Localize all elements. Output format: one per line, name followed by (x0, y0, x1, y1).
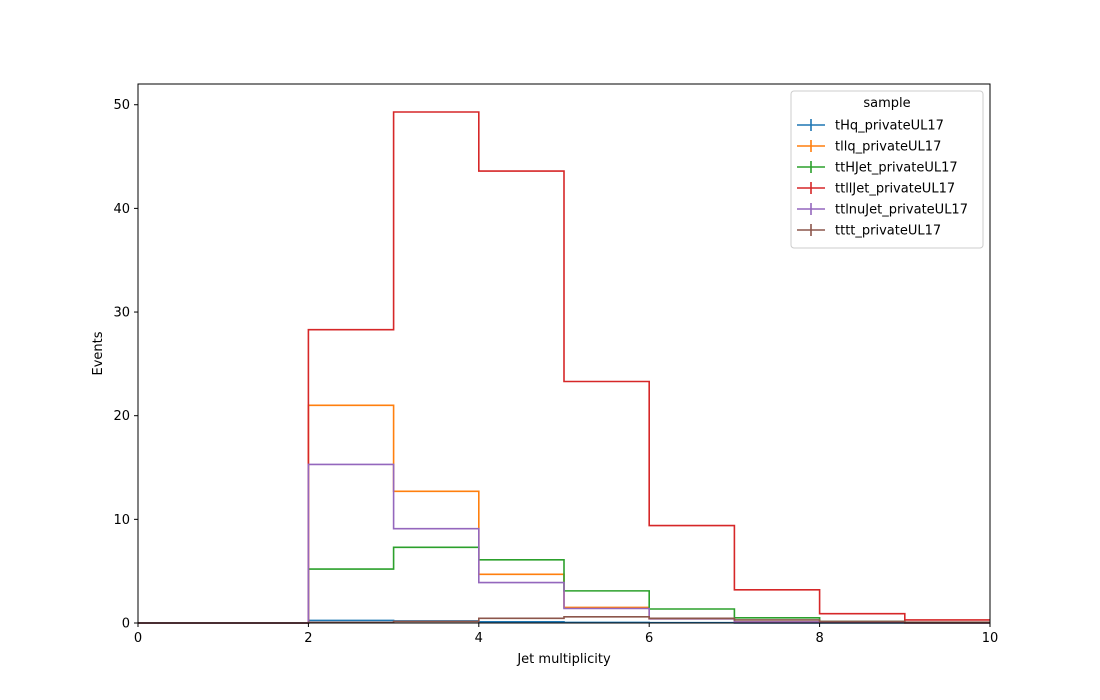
y-tick-label: 20 (113, 409, 130, 424)
x-tick-label: 6 (645, 631, 653, 646)
legend-entries: tHq_privateUL17 tllq_privateUL17 ttHJet_pr… (797, 119, 968, 239)
series-line-tttt_privateUL17 (138, 615, 990, 624)
legend-label: tHq_privateUL17 (835, 119, 944, 134)
plot-area (138, 111, 990, 624)
series-line-ttlnuJet_privateUL17 (138, 463, 990, 624)
legend-label: tttt_privateUL17 (835, 224, 941, 239)
legend-entry: ttHJet_privateUL17 (797, 161, 958, 176)
legend-entry: tHq_privateUL17 (797, 119, 944, 134)
legend-entry: tttt_privateUL17 (797, 224, 941, 239)
x-tick-label: 10 (982, 631, 999, 646)
y-axis-label: Events (91, 331, 106, 375)
legend-label: ttllJet_privateUL17 (835, 182, 955, 197)
x-tick-label: 8 (815, 631, 823, 646)
y-tick-label: 30 (113, 306, 130, 321)
legend-entry: tllq_privateUL17 (797, 140, 941, 155)
y-tick-label: 0 (122, 617, 130, 632)
y-tick-label: 40 (113, 202, 130, 217)
plot-frame (137, 83, 991, 624)
y-tick-label: 10 (113, 513, 130, 528)
legend-entry: ttlnuJet_privateUL17 (797, 203, 968, 218)
y-tick-label: 50 (113, 98, 130, 113)
legend-box (790, 90, 984, 249)
x-tick-label: 4 (475, 631, 483, 646)
series-line-ttllJet_privateUL17 (138, 111, 990, 624)
x-axis-label: Jet multiplicity (516, 652, 611, 667)
x-tick-label: 0 (134, 631, 142, 646)
legend: sample tHq_privateUL17 tllq_privateUL17tt… (790, 90, 984, 249)
y-axis: 0 10 20 30 40 50 (113, 98, 138, 632)
legend-entry: ttllJet_privateUL17 (797, 182, 955, 197)
legend-label: tllq_privateUL17 (835, 140, 941, 155)
x-axis: 0 2 4 6 8 10 (134, 623, 998, 646)
legend-title: sample (863, 96, 910, 111)
legend-label: ttHJet_privateUL17 (835, 161, 958, 176)
x-tick-label: 2 (304, 631, 312, 646)
legend-label: ttlnuJet_privateUL17 (835, 203, 968, 218)
